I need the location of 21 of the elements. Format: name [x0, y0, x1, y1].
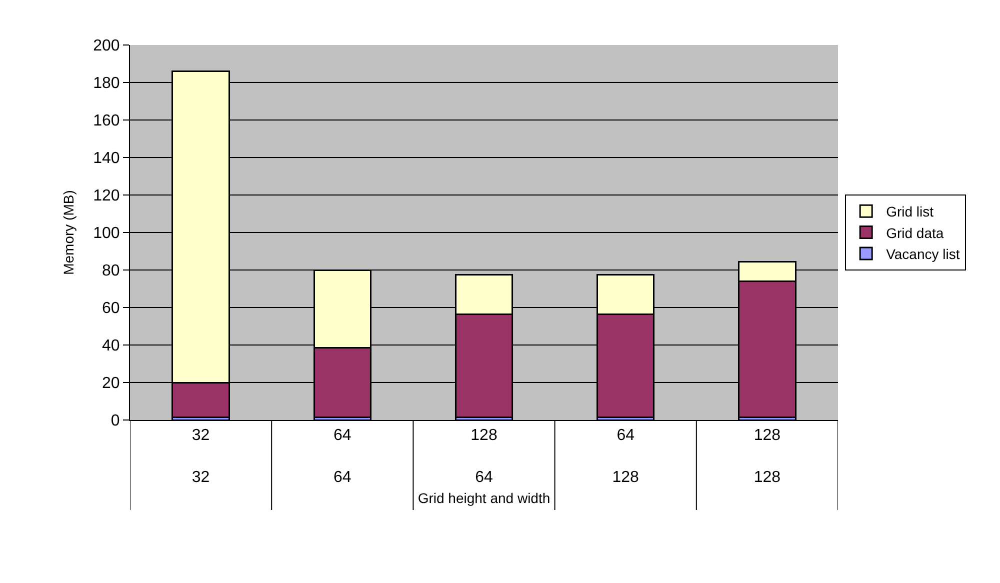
y-tick-label: 200 [93, 38, 120, 55]
y-tick-label: 0 [110, 412, 120, 430]
y-tick-label: 120 [93, 188, 120, 205]
y-tick-label: 40 [102, 338, 120, 355]
legend-label: Vacancy list [886, 246, 960, 262]
category-label: 128 64 [470, 427, 498, 486]
y-tick-label: 140 [93, 150, 120, 168]
legend-label: Grid data [886, 224, 944, 241]
y-tick-label: 180 [93, 75, 120, 92]
y-tick-label: 20 [102, 375, 120, 392]
y-tick-label: 80 [102, 262, 120, 280]
category-label: 128 128 [754, 427, 781, 486]
y-tick-label: 60 [102, 300, 120, 318]
category-label: 64 128 [612, 427, 639, 486]
y-axis-title: Memory (MB) [60, 190, 77, 275]
y-tick-label: 100 [93, 225, 120, 242]
y-tick-label: 160 [93, 112, 120, 130]
legend-label: Grid list [886, 204, 934, 220]
x-axis-title: Grid height and width [418, 490, 550, 506]
category-label: 32 32 [192, 427, 210, 486]
category-label: 64 64 [334, 427, 352, 486]
